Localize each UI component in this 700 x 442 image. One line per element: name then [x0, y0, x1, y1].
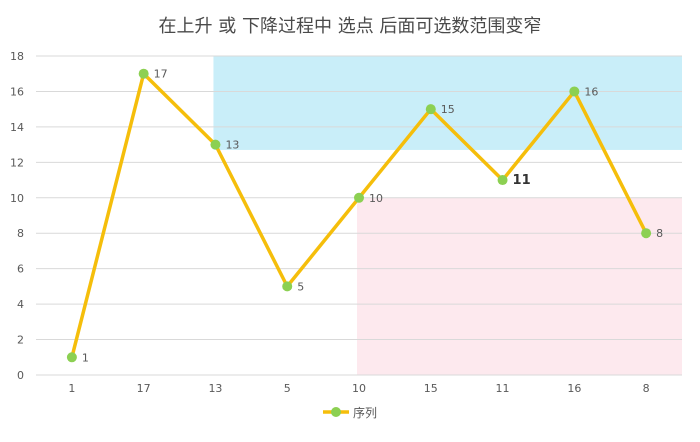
highlight-region-2: [357, 197, 682, 375]
x-tick-label: 8: [643, 382, 650, 395]
y-tick-label: 10: [10, 192, 24, 205]
legend: 序列: [323, 405, 377, 420]
data-label: 16: [584, 85, 598, 98]
legend-marker-swatch: [331, 407, 341, 417]
y-tick-label: 12: [10, 156, 24, 169]
series-line-group: [66, 68, 652, 363]
data-point: [354, 192, 364, 203]
y-tick-label: 4: [17, 298, 24, 311]
x-tick-label: 13: [208, 382, 222, 395]
data-label: 8: [656, 227, 663, 240]
data-label: 15: [441, 103, 455, 116]
y-tick-label: 2: [17, 334, 24, 347]
y-tick-label: 6: [17, 263, 24, 276]
x-axis-ticks: 1 17 13 5 10 15 11 16 8: [68, 382, 649, 395]
data-label: 17: [154, 68, 168, 81]
x-tick-label: 17: [137, 382, 151, 395]
data-point: [66, 352, 77, 363]
data-point: [282, 281, 293, 292]
data-point: [497, 175, 508, 186]
data-label: 1: [82, 351, 89, 364]
y-tick-label: 0: [17, 369, 24, 382]
data-point: [641, 228, 652, 239]
highlight-regions: [213, 56, 682, 375]
y-tick-label: 18: [10, 50, 24, 63]
chart-title: 在上升 或 下降过程中 选点 后面可选数范围变窄: [159, 16, 542, 37]
x-tick-label: 15: [424, 382, 438, 395]
data-point: [425, 104, 436, 115]
data-point: [569, 86, 580, 97]
x-tick-label: 10: [352, 382, 366, 395]
y-tick-label: 8: [17, 227, 24, 240]
data-label: 5: [297, 280, 304, 293]
data-label: 10: [369, 192, 383, 205]
x-tick-label: 16: [567, 382, 581, 395]
highlight-region-1: [213, 56, 682, 150]
data-label: 11: [513, 173, 531, 188]
data-point: [138, 68, 149, 79]
x-tick-label: 1: [68, 382, 75, 395]
y-tick-label: 16: [10, 85, 24, 98]
y-axis-ticks: 0 2 4 6 8 10 12 14 16 18: [10, 50, 24, 382]
y-tick-label: 14: [10, 121, 24, 134]
data-label: 13: [225, 139, 239, 152]
gridlines: [36, 55, 682, 376]
x-tick-label: 11: [496, 382, 510, 395]
data-point: [210, 139, 221, 150]
data-labels: 1 17 13 5 10 15 11 16 8: [82, 68, 663, 365]
legend-label: 序列: [353, 405, 377, 420]
x-tick-label: 5: [284, 382, 291, 395]
